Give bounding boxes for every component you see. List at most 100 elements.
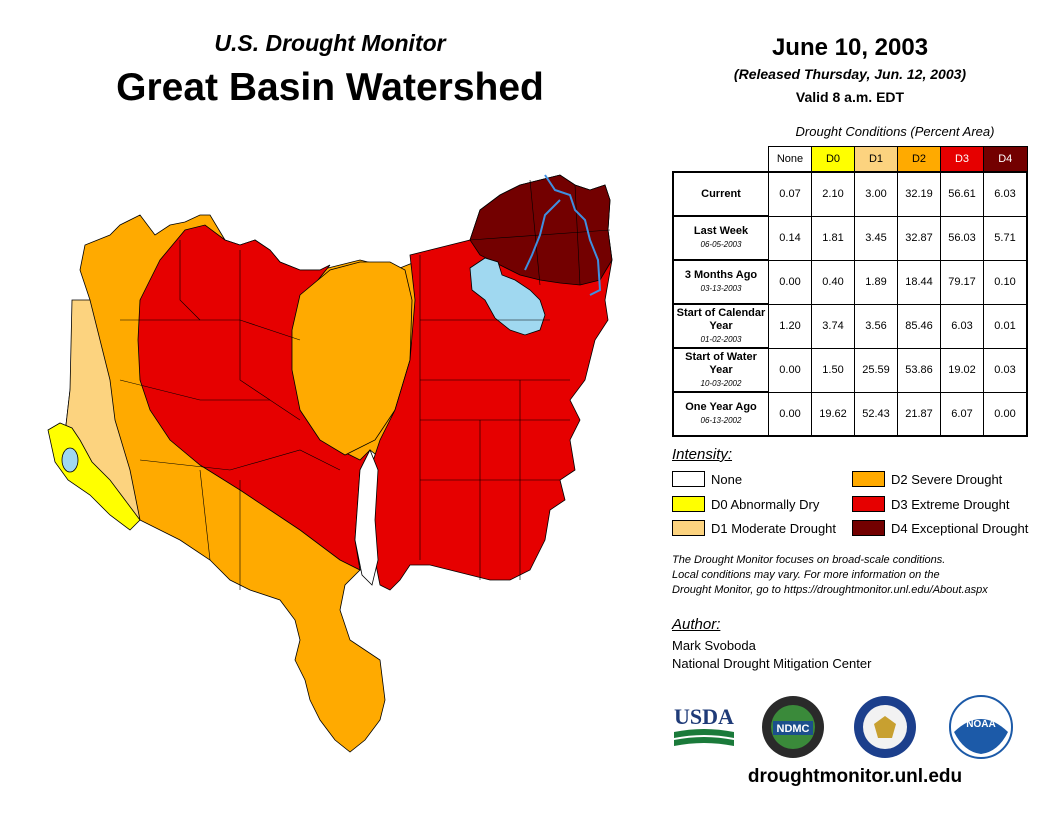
cell: 21.87 bbox=[897, 391, 941, 437]
cell: 0.00 bbox=[768, 391, 812, 437]
table-row: Last Week 06-05-2003 0.14 1.81 3.45 32.87… bbox=[672, 215, 1028, 261]
header-d4: D4 bbox=[983, 146, 1028, 173]
table-row: One Year Ago 06-13-2002 0.00 19.62 52.43 … bbox=[672, 391, 1028, 437]
cell: 85.46 bbox=[897, 303, 941, 349]
table-row: Start of Water Year 10-03-2002 0.00 1.50 … bbox=[672, 347, 1028, 393]
cell: 0.40 bbox=[811, 259, 855, 305]
ndmc-logo: NDMC bbox=[762, 696, 824, 758]
note-line: The Drought Monitor focuses on broad-sca… bbox=[672, 554, 946, 566]
row-label: 3 Months Ago 03-13-2003 bbox=[672, 259, 769, 305]
row-label: One Year Ago 06-13-2002 bbox=[672, 391, 769, 437]
cell: 52.43 bbox=[854, 391, 898, 437]
disclaimer-note: The Drought Monitor focuses on broad-sca… bbox=[672, 553, 1042, 598]
cell: 6.03 bbox=[940, 303, 984, 349]
cell: 18.44 bbox=[897, 259, 941, 305]
great-salt-lake bbox=[469, 257, 546, 336]
header-blank bbox=[673, 147, 769, 173]
cell: 0.00 bbox=[768, 259, 812, 305]
legend-item-d0: D0 Abnormally Dry bbox=[672, 495, 819, 513]
cell: 0.00 bbox=[768, 347, 812, 393]
commerce-seal-logo bbox=[854, 696, 916, 758]
legend-item-d2: D2 Severe Drought bbox=[852, 470, 1002, 488]
legend-label: D4 Exceptional Drought bbox=[891, 520, 1029, 536]
note-line: Local conditions may vary. For more info… bbox=[672, 569, 940, 581]
cell: 53.86 bbox=[897, 347, 941, 393]
cell: 1.20 bbox=[768, 303, 812, 349]
legend-item-d4: D4 Exceptional Drought bbox=[852, 519, 1028, 537]
legend-label: D3 Extreme Drought bbox=[891, 496, 1010, 512]
cell: 0.01 bbox=[983, 303, 1028, 349]
map-subtitle: U.S. Drought Monitor bbox=[214, 30, 446, 56]
note-line: Drought Monitor, go to https://droughtmo… bbox=[672, 584, 988, 596]
county-lines bbox=[119, 179, 611, 590]
cell: 1.50 bbox=[811, 347, 855, 393]
legend-swatch bbox=[852, 520, 885, 536]
legend-swatch bbox=[672, 471, 705, 487]
cell: 79.17 bbox=[940, 259, 984, 305]
header-d3: D3 bbox=[940, 146, 984, 173]
legend-item-d1: D1 Moderate Drought bbox=[672, 519, 836, 537]
legend-label: D2 Severe Drought bbox=[891, 471, 1003, 487]
cell: 3.56 bbox=[854, 303, 898, 349]
cell: 3.00 bbox=[854, 171, 898, 217]
website-url: droughtmonitor.unl.edu bbox=[747, 766, 963, 787]
cell: 0.00 bbox=[983, 391, 1028, 437]
author-org: National Drought Mitigation Center bbox=[672, 656, 872, 671]
header-none: None bbox=[768, 146, 812, 173]
cell: 0.03 bbox=[983, 347, 1028, 393]
author-name: Mark Svoboda bbox=[672, 638, 756, 653]
cell: 32.87 bbox=[897, 215, 941, 261]
row-label: Start of Water Year 10-03-2002 bbox=[672, 347, 769, 393]
conditions-table: None D0 D1 D2 D3 D4 Current 0.07 2.10 3.… bbox=[672, 146, 1028, 437]
map-title: Great Basin Watershed bbox=[116, 66, 544, 109]
legend-swatch bbox=[672, 496, 705, 512]
table-row: Start of Calendar Year 01-02-2003 1.20 3.… bbox=[672, 303, 1028, 349]
cell: 3.45 bbox=[854, 215, 898, 261]
table-caption: Drought Conditions (Percent Area) bbox=[795, 124, 995, 139]
cell: 5.71 bbox=[983, 215, 1028, 261]
legend-swatch bbox=[672, 520, 705, 536]
cell: 19.62 bbox=[811, 391, 855, 437]
header-d2: D2 bbox=[897, 146, 941, 173]
cell: 0.07 bbox=[768, 171, 812, 217]
legend-swatch bbox=[852, 471, 885, 487]
cell: 32.19 bbox=[897, 171, 941, 217]
author-label: Author: bbox=[672, 616, 721, 633]
drought-map bbox=[47, 174, 613, 753]
cell: 2.10 bbox=[811, 171, 855, 217]
row-label: Last Week 06-05-2003 bbox=[672, 215, 769, 261]
header-d1: D1 bbox=[854, 146, 898, 173]
bear-river bbox=[524, 174, 602, 296]
cell: 6.07 bbox=[940, 391, 984, 437]
row-label: Current bbox=[672, 171, 769, 217]
table-row: 3 Months Ago 03-13-2003 0.00 0.40 1.89 18… bbox=[672, 259, 1028, 305]
legend-item-none: None bbox=[672, 470, 742, 488]
table-header-row: None D0 D1 D2 D3 D4 bbox=[673, 146, 1028, 173]
lake-west bbox=[61, 447, 79, 473]
white-gap bbox=[354, 449, 379, 586]
cell: 0.10 bbox=[983, 259, 1028, 305]
legend-label: D1 Moderate Drought bbox=[711, 520, 837, 536]
cell: 56.03 bbox=[940, 215, 984, 261]
legend-swatch bbox=[852, 496, 885, 512]
svg-text:USDA: USDA bbox=[674, 704, 734, 729]
svg-text:NOAA: NOAA bbox=[966, 719, 995, 730]
cell: 1.81 bbox=[811, 215, 855, 261]
legend-title: Intensity: bbox=[672, 446, 733, 463]
valid-time: Valid 8 a.m. EDT bbox=[795, 89, 905, 105]
header-d0: D0 bbox=[811, 146, 855, 173]
legend-label: None bbox=[711, 471, 743, 487]
cell: 1.89 bbox=[854, 259, 898, 305]
map-date: June 10, 2003 bbox=[771, 34, 929, 61]
cell: 3.74 bbox=[811, 303, 855, 349]
table-row: Current 0.07 2.10 3.00 32.19 56.61 6.03 bbox=[672, 171, 1028, 217]
release-date: (Released Thursday, Jun. 12, 2003) bbox=[733, 66, 967, 82]
cell: 56.61 bbox=[940, 171, 984, 217]
cell: 6.03 bbox=[983, 171, 1028, 217]
legend-item-d3: D3 Extreme Drought bbox=[852, 495, 1010, 513]
cell: 25.59 bbox=[854, 347, 898, 393]
noaa-logo: NOAA bbox=[949, 695, 1013, 759]
legend-label: D0 Abnormally Dry bbox=[711, 496, 820, 512]
svg-text:NDMC: NDMC bbox=[777, 723, 810, 735]
row-label: Start of Calendar Year 01-02-2003 bbox=[672, 303, 769, 349]
